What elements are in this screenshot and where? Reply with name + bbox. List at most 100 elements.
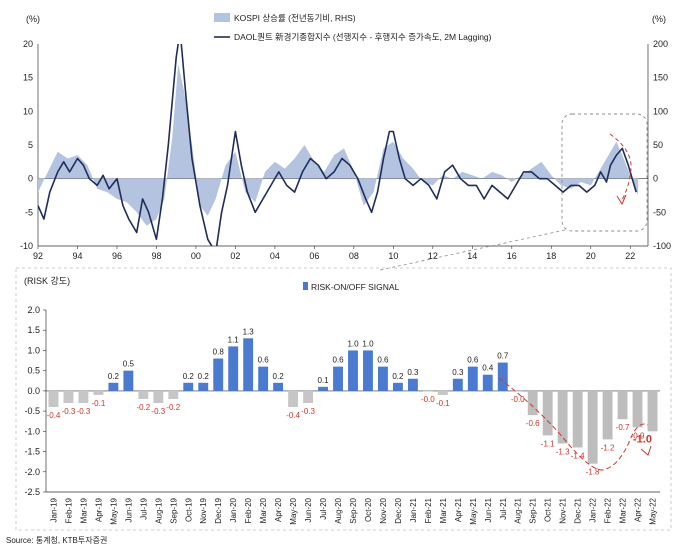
bottom-x-tick-label: Mar-22 <box>619 497 628 523</box>
bottom-x-tick-label: Jun-19 <box>124 497 133 522</box>
bar-value-label: -0.3 <box>62 407 76 416</box>
bottom-x-tick-label: Sep-21 <box>529 497 538 523</box>
bar-value-label: -0.1 <box>436 399 450 408</box>
x-tick-label: 18 <box>546 251 556 261</box>
bar <box>602 390 613 440</box>
bar-value-label: 0.2 <box>392 372 404 381</box>
x-tick-label: 14 <box>467 251 477 261</box>
top-series <box>38 44 639 246</box>
bar <box>108 382 119 391</box>
bottom-x-tick-label: Jun-20 <box>304 497 313 522</box>
bottom-y-tick-label: -1.0 <box>24 426 40 436</box>
bar-value-label: 1.0 <box>347 339 359 348</box>
bar-value-label: 1.3 <box>243 327 255 336</box>
bar <box>512 390 523 392</box>
bar <box>198 382 209 391</box>
bottom-y-tick-label: 0.0 <box>27 386 40 396</box>
bar-value-label: -0.1 <box>92 399 106 408</box>
bottom-x-tick-label: Nov-20 <box>379 497 388 523</box>
bar <box>392 382 403 391</box>
x-tick-label: 08 <box>349 251 359 261</box>
bar <box>213 358 224 391</box>
bottom-x-tick-label: Jan-22 <box>589 497 598 522</box>
right-tick-label: 50 <box>653 140 663 150</box>
bar-value-label: -0.3 <box>151 407 165 416</box>
bottom-x-tick-label: Jan-19 <box>49 497 58 522</box>
legend-swatch-signal <box>303 282 308 290</box>
bar-value-label: 0.6 <box>258 356 270 365</box>
bottom-x-tick-label: Feb-22 <box>604 497 613 523</box>
bottom-frame <box>15 267 672 531</box>
callout-connector <box>379 229 566 271</box>
left-tick-label: 5 <box>28 140 33 150</box>
bottom-x-tick-label: Aug-19 <box>154 497 163 523</box>
bar <box>273 382 284 391</box>
bar-value-label: 0.3 <box>452 368 464 377</box>
x-tick-label: 00 <box>191 251 201 261</box>
bar-value-label: -0.0 <box>511 395 525 404</box>
right-tick-label: -100 <box>653 241 671 251</box>
bottom-x-tick-label: Feb-20 <box>244 497 253 523</box>
bar-value-label: 0.5 <box>123 360 135 369</box>
bar <box>617 390 628 420</box>
bar <box>378 366 388 391</box>
bottom-x-tick-label: Oct-20 <box>364 497 373 522</box>
right-axis-ticks: 200 150 100 50 0 -50 -100 <box>653 39 671 251</box>
bottom-y-axis-ticks: 2.0 1.5 1.0 0.5 0.0 -0.5 -1.0 -1.5 -2.0 -2.5 <box>24 305 46 497</box>
bottom-x-tick-label: Apr-22 <box>634 497 643 522</box>
bar-value-label: 0.2 <box>108 372 120 381</box>
bar <box>557 390 568 444</box>
bar <box>363 350 373 391</box>
bottom-x-tick-label: Jul-20 <box>319 497 328 519</box>
left-tick-label: 20 <box>23 39 33 49</box>
bar-value-label: -1.2 <box>601 443 615 452</box>
highlight-box <box>561 113 648 232</box>
right-tick-label: 100 <box>653 106 668 116</box>
bar-value-label: 0.7 <box>497 352 509 361</box>
bar-value-label: 0.6 <box>332 356 344 365</box>
bar <box>228 346 239 391</box>
bar-value-label: -0.2 <box>136 403 150 412</box>
bar-value-label: 0.6 <box>377 356 389 365</box>
bottom-x-tick-label: Sep-20 <box>349 497 358 523</box>
bottom-x-tick-label: Dec-21 <box>574 497 583 523</box>
bottom-x-tick-label: Oct-21 <box>544 497 553 522</box>
kospi-area <box>38 64 639 226</box>
bar-value-label: 0.2 <box>198 372 210 381</box>
bar <box>572 390 583 448</box>
bar <box>542 390 553 436</box>
bottom-value-labels: -0.4 -0.3 -0.3-0.10.20.5-0.2 -0.3 -0.20.2 0.2… <box>47 327 652 476</box>
bar <box>303 390 314 404</box>
x-tick-label: 98 <box>151 251 161 261</box>
bar-value-label: -0.6 <box>526 419 540 428</box>
bar <box>437 390 448 395</box>
bar-value-label: -0.9 <box>631 431 645 440</box>
bottom-y-tick-label: 1.5 <box>27 325 40 335</box>
bar-value-label: 0.4 <box>482 364 494 373</box>
bar-value-label: 0.3 <box>407 368 419 377</box>
bottom-x-tick-label: Mar-21 <box>439 497 448 523</box>
bar-value-label: 1.1 <box>228 335 240 344</box>
legend-swatch-kospi <box>214 13 230 22</box>
trend-arrow <box>498 377 649 471</box>
left-tick-label: -5 <box>25 207 33 217</box>
left-tick-label: 10 <box>23 106 33 116</box>
bar-value-label: -0.4 <box>286 411 300 420</box>
right-tick-label: 150 <box>653 73 668 83</box>
bottom-plot-area <box>45 310 660 493</box>
legend-label-kospi: KOSPI 상승률 (전년동기비, RHS) <box>234 13 356 23</box>
bottom-x-tick-label: Nov-19 <box>199 497 208 523</box>
right-tick-label: -50 <box>653 207 666 217</box>
source-note: Source: 통계청, KTB투자증권 <box>6 536 108 545</box>
bar-value-label: -0.3 <box>77 407 91 416</box>
bar <box>467 366 478 391</box>
bar <box>153 390 164 404</box>
bar <box>587 390 598 464</box>
bottom-x-tick-label: Apr-21 <box>454 497 463 522</box>
x-tick-label: 12 <box>428 251 438 261</box>
trend-arrow-head <box>640 445 652 456</box>
bottom-x-tick-label: Nov-21 <box>559 497 568 523</box>
bar <box>348 350 358 391</box>
